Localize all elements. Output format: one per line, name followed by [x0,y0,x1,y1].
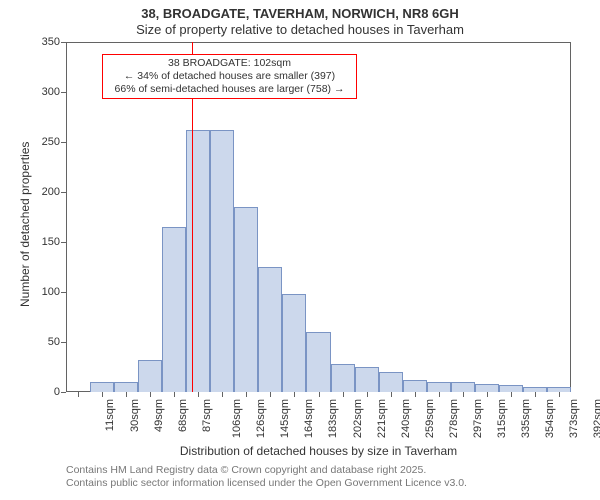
x-tick-mark [439,392,440,397]
histogram-bar [90,382,114,392]
x-tick-mark [222,392,223,397]
x-tick-label: 354sqm [544,399,556,438]
footer-attribution: Contains HM Land Registry data © Crown c… [66,464,467,490]
annotation-line2: ← 34% of detached houses are smaller (39… [107,70,352,83]
x-tick-mark [270,392,271,397]
y-tick-mark [61,392,66,393]
y-tick-label: 200 [30,186,60,198]
x-tick-mark [294,392,295,397]
page-title-line1: 38, BROADGATE, TAVERHAM, NORWICH, NR8 6G… [0,6,600,21]
x-tick-label: 183sqm [328,399,340,438]
y-tick-label: 250 [30,136,60,148]
footer-line1: Contains HM Land Registry data © Crown c… [66,464,467,477]
histogram-bar [403,380,427,392]
x-tick-mark [198,392,199,397]
x-tick-label: 373sqm [568,399,580,438]
histogram-bar [282,294,306,392]
x-tick-mark [78,392,79,397]
histogram-bar [186,130,210,392]
annotation-line3: 66% of semi-detached houses are larger (… [107,83,352,96]
x-axis-label: Distribution of detached houses by size … [66,444,571,458]
x-tick-label: 392sqm [592,399,600,438]
histogram-bar [162,227,186,392]
x-tick-mark [102,392,103,397]
x-tick-label: 126sqm [255,399,267,438]
x-tick-mark [174,392,175,397]
histogram-bar [306,332,330,392]
histogram-bar [234,207,258,392]
x-tick-label: 49sqm [153,399,165,432]
y-tick-label: 150 [30,236,60,248]
y-axis-label: Number of detached properties [18,142,32,307]
x-tick-label: 335sqm [520,399,532,438]
footer-line2: Contains public sector information licen… [66,477,467,490]
x-tick-label: 202sqm [352,399,364,438]
x-tick-mark [126,392,127,397]
x-tick-label: 87sqm [201,399,213,432]
y-tick-label: 300 [30,86,60,98]
histogram-bar [258,267,282,392]
x-tick-label: 259sqm [424,399,436,438]
x-tick-label: 145sqm [279,399,291,438]
histogram-bar [427,382,451,392]
histogram-bar [379,372,403,392]
x-tick-mark [319,392,320,397]
histogram-bar [547,387,571,392]
histogram-bar [210,130,234,392]
histogram-bar [499,385,523,392]
x-tick-label: 11sqm [104,399,116,431]
x-tick-mark [391,392,392,397]
y-tick-label: 350 [30,36,60,48]
histogram-bar [114,382,138,392]
y-tick-label: 50 [30,336,60,348]
x-tick-mark [415,392,416,397]
x-tick-label: 240sqm [400,399,412,438]
x-tick-mark [463,392,464,397]
annotation-box: 38 BROADGATE: 102sqm ← 34% of detached h… [102,54,357,99]
x-tick-label: 106sqm [231,399,243,438]
x-tick-mark [535,392,536,397]
histogram-bar [451,382,475,392]
x-tick-mark [246,392,247,397]
x-tick-label: 30sqm [129,399,141,432]
x-tick-label: 315sqm [496,399,508,438]
x-tick-label: 297sqm [472,399,484,438]
histogram-bar [355,367,379,392]
x-tick-mark [343,392,344,397]
page-title-line2: Size of property relative to detached ho… [0,22,600,37]
x-tick-mark [150,392,151,397]
y-tick-label: 100 [30,286,60,298]
x-tick-label: 221sqm [376,399,388,438]
annotation-line1: 38 BROADGATE: 102sqm [107,57,352,70]
x-tick-label: 68sqm [177,399,189,432]
histogram-bar [523,387,547,392]
x-tick-mark [511,392,512,397]
y-tick-label: 0 [30,386,60,398]
x-tick-mark [559,392,560,397]
x-tick-label: 164sqm [304,399,316,438]
x-tick-mark [367,392,368,397]
x-tick-label: 278sqm [448,399,460,438]
histogram-bar [475,384,499,392]
x-tick-mark [487,392,488,397]
histogram-bar [138,360,162,392]
histogram-bar [331,364,355,392]
